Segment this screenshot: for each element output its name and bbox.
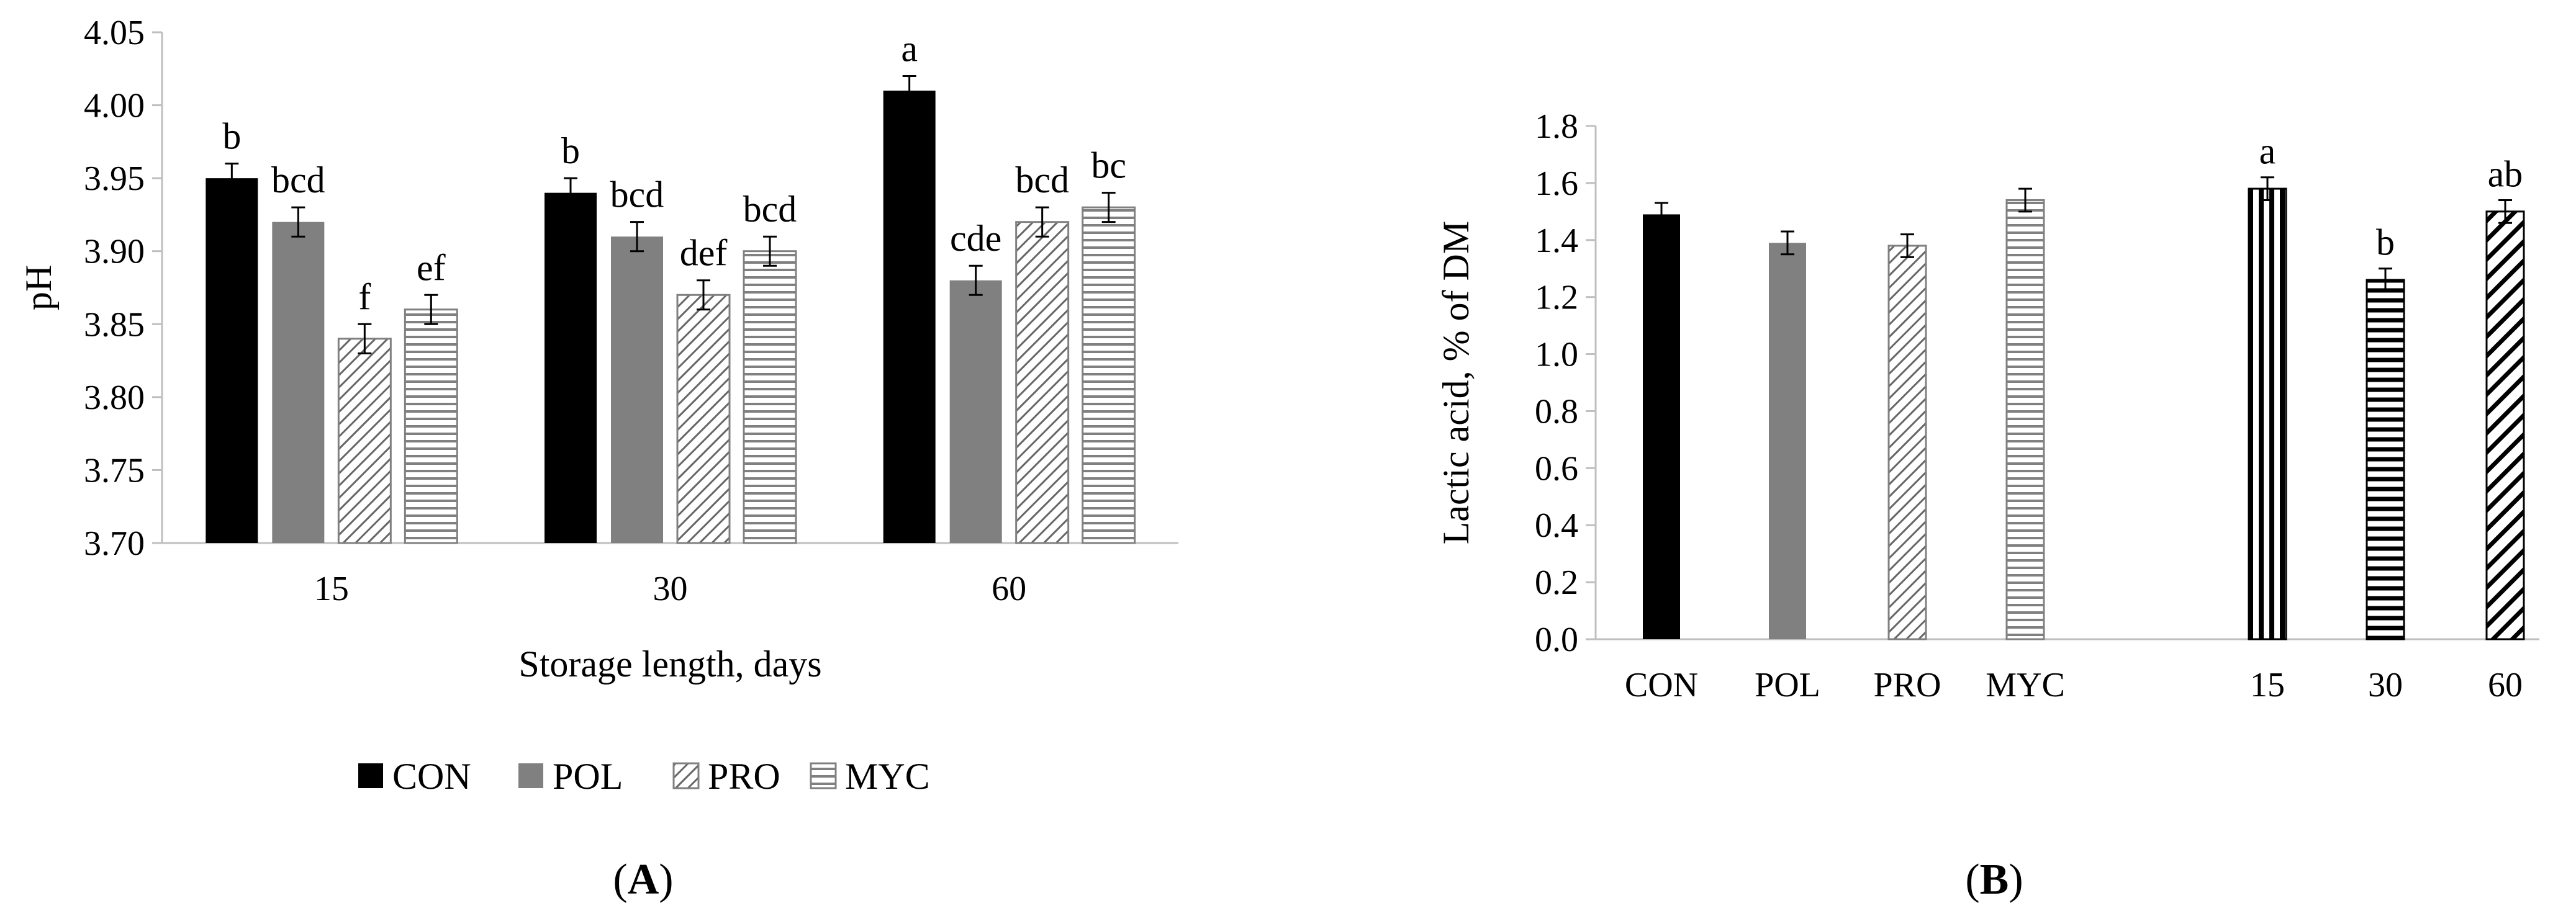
- y-tick-label-a: 3.90: [84, 233, 145, 271]
- bar-pol-day60: [949, 280, 1002, 543]
- significance-letter: bcd: [743, 189, 797, 230]
- x-tick-label-b: PRO: [1874, 666, 1941, 704]
- y-tick-label-a: 3.75: [84, 451, 145, 490]
- bar-con: [1643, 214, 1680, 640]
- bar-pol-day30: [611, 236, 663, 543]
- x-tick-label-b: CON: [1625, 666, 1698, 704]
- y-tick-label-b: 0.6: [1535, 449, 1578, 488]
- y-tick-label-b: 1.4: [1535, 222, 1578, 260]
- y-tick-label-a: 4.00: [84, 87, 145, 125]
- y-tick-label-a: 3.70: [84, 524, 145, 563]
- y-axis-title-b: Lactic acid, % of DM: [1435, 221, 1476, 544]
- legend-swatch-con: [358, 763, 383, 788]
- panel-letter-b: B: [1980, 856, 2009, 904]
- bar-myc: [2005, 199, 2045, 640]
- y-tick-label-b: 0.2: [1535, 564, 1578, 602]
- y-tick-label-b: 0.4: [1535, 506, 1578, 545]
- x-tick-label-a: 15: [314, 570, 349, 608]
- significance-letter: ab: [2488, 153, 2523, 194]
- panel-label-b: (B): [1965, 856, 2023, 904]
- x-tick-label-a: 30: [653, 570, 688, 608]
- significance-letter: b: [2376, 222, 2395, 263]
- bar-myc-day30: [743, 250, 797, 544]
- panel-b-lactic-acid-chart: 0.0 0.2 0.4 0.6 0.8 1.0 1.2 1.4 1.6 1.8 CON POL PRO M…: [1435, 107, 2539, 904]
- bar-myc-day15: [404, 308, 458, 544]
- bar-myc-day60: [1082, 206, 1136, 544]
- legend-label-pol: POL: [553, 756, 623, 797]
- error-bar: [1101, 192, 1116, 223]
- error-bar: [1655, 202, 1668, 227]
- error-bar: [2018, 187, 2032, 213]
- y-tick-label-b: 1.0: [1535, 336, 1578, 374]
- error-bar: [424, 294, 438, 325]
- significance-letter: bc: [1091, 145, 1126, 186]
- x-axis-title-a: Storage length, days: [518, 644, 821, 685]
- x-tick-label-b: 15: [2250, 666, 2285, 704]
- significance-letter: a: [901, 29, 918, 70]
- error-bar: [225, 163, 239, 194]
- y-tick-label-b: 0.0: [1535, 621, 1578, 659]
- significance-letter: ef: [417, 247, 446, 288]
- legend-label-pro: PRO: [708, 756, 780, 797]
- error-bar: [1035, 206, 1049, 238]
- bar-60: [2485, 210, 2525, 640]
- error-bar: [697, 279, 710, 311]
- significance-letter: cde: [950, 218, 1001, 259]
- significance-letter: b: [222, 116, 241, 157]
- significance-letter: b: [561, 130, 580, 171]
- legend-swatch-myc: [810, 762, 837, 789]
- y-tick-label-a: 3.80: [84, 379, 145, 417]
- y-tick-label-b: 1.8: [1535, 107, 1578, 146]
- legend-label-myc: MYC: [845, 756, 930, 797]
- bar-pro: [1887, 245, 1927, 640]
- bar-con-day60: [883, 91, 936, 544]
- bar-pro-day15: [337, 338, 392, 544]
- bar-con-day15: [206, 178, 258, 544]
- x-tick-label-b: 30: [2368, 666, 2403, 704]
- y-tick-label-b: 1.2: [1535, 279, 1578, 317]
- bar-15: [2248, 187, 2287, 640]
- error-bar: [969, 264, 983, 296]
- error-bar: [2379, 267, 2392, 292]
- significance-letter: f: [358, 276, 371, 317]
- bar-pro-day60: [1015, 221, 1070, 544]
- bar-30: [2366, 279, 2405, 640]
- panel-label-a: (A): [613, 856, 673, 904]
- panel-letter-a: A: [628, 856, 659, 904]
- significance-letter: bcd: [271, 159, 325, 200]
- x-tick-label-a: 60: [992, 570, 1026, 608]
- y-tick-label-b: 0.8: [1535, 392, 1578, 431]
- legend-swatch-pol: [518, 763, 543, 788]
- panel-a-ph-chart: 3.703.753.803.853.903.954.004.0515bbcdfe…: [18, 14, 1178, 904]
- error-bar: [902, 75, 916, 107]
- error-bar: [564, 177, 577, 209]
- y-axis-title-a: pH: [18, 265, 59, 310]
- legend-swatch-pro: [672, 762, 700, 789]
- error-bar: [1900, 233, 1914, 258]
- error-bar: [291, 206, 305, 238]
- significance-letter: bcd: [610, 174, 664, 215]
- error-bar: [630, 221, 644, 253]
- legend-label-con: CON: [392, 756, 471, 797]
- y-tick-label-a: 3.85: [84, 305, 145, 344]
- y-tick-label-a: 4.05: [84, 14, 145, 52]
- error-bar: [2498, 199, 2512, 224]
- x-tick-label-b: MYC: [1986, 666, 2065, 704]
- error-bar: [763, 235, 777, 267]
- significance-letter: def: [680, 233, 728, 274]
- y-tick-label-b: 1.6: [1535, 164, 1578, 203]
- y-tick-label-a: 3.95: [84, 159, 145, 198]
- bar-pol: [1769, 243, 1806, 640]
- significance-letter: a: [2259, 131, 2276, 172]
- bar-pol-day15: [272, 222, 325, 544]
- significance-letter: bcd: [1015, 159, 1069, 200]
- bar-con-day30: [545, 192, 597, 544]
- error-bar: [2261, 176, 2274, 201]
- error-bar: [1781, 230, 1794, 256]
- x-tick-label-b: 60: [2488, 666, 2523, 704]
- error-bar: [358, 323, 372, 354]
- bar-pro-day30: [676, 294, 731, 544]
- x-tick-label-b: POL: [1755, 666, 1820, 704]
